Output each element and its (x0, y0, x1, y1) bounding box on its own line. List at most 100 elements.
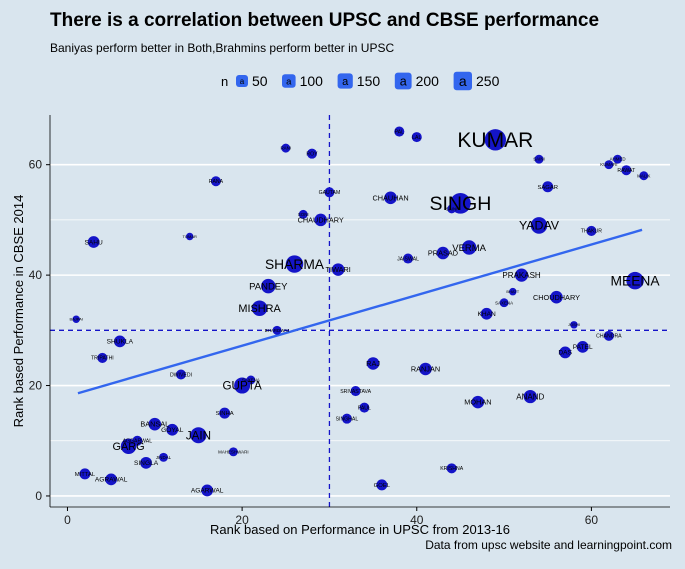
data-point (384, 191, 397, 205)
data-point (366, 357, 380, 370)
data-point-label: YADAV (519, 219, 560, 233)
data-point-label: MOHAN (464, 398, 491, 407)
data-point (201, 484, 214, 497)
data-point (394, 126, 405, 137)
data-point (621, 165, 632, 176)
data-point (542, 181, 554, 193)
data-point (586, 225, 597, 236)
data-point (509, 287, 517, 296)
data-point (87, 236, 100, 248)
data-point-label: SAXENA (495, 300, 513, 305)
chart-title: There is a correlation between UPSC and … (50, 10, 600, 31)
data-point (350, 386, 361, 397)
data-point-label: SHARMA (265, 257, 325, 272)
y-axis-title: Rank based Performance in CBSE 2014 (11, 195, 26, 428)
data-point (603, 330, 614, 341)
data-point-label: AGRAWAL (95, 477, 128, 484)
data-point (403, 253, 414, 264)
data-point-label: DAS (558, 350, 572, 357)
data-point-label: MALIK (637, 173, 650, 178)
legend-key (337, 73, 353, 89)
data-point (613, 154, 623, 164)
data-point-label: PRAKASH (502, 271, 541, 280)
data-point (461, 240, 477, 255)
data-point-label: CHAUDHARY (298, 215, 344, 224)
data-point (436, 246, 450, 260)
data-point-label: SAHU (84, 239, 103, 246)
data-point (79, 468, 91, 480)
data-point-label: GOYAL (161, 427, 184, 434)
data-point-label: AGGARWAL (123, 439, 153, 445)
legend-key-glyph: a (400, 74, 407, 88)
legend-key-glyph: a (342, 76, 349, 88)
chart-subtitle: Baniyas perform better in Both,Brahmins … (50, 41, 395, 55)
data-point (639, 171, 649, 181)
legend-entry-label: 150 (357, 73, 381, 89)
data-point (341, 413, 352, 424)
data-point-label: KHAN (477, 311, 496, 318)
data-point-label: MITTAL (75, 472, 96, 478)
data-point-label: SONI (298, 212, 309, 217)
data-point (219, 407, 231, 419)
data-point (210, 176, 221, 187)
data-point (626, 271, 644, 290)
data-point (534, 154, 544, 164)
data-point (175, 369, 186, 380)
chart-caption: Data from upsc website and learningpoint… (425, 538, 672, 552)
legend-title: n (221, 74, 229, 89)
data-point (376, 479, 388, 491)
data-point-label: BANSAL (140, 420, 169, 429)
y-tick-label: 60 (29, 158, 43, 172)
reference-lines (50, 115, 670, 507)
point-labels: KUMAR SINGH YADAV MEENA SHARMA GUPTA JAIN GARG M… (69, 129, 660, 495)
data-point-label: SAGAR (537, 185, 558, 191)
data-point-label: RANJAN (411, 365, 440, 374)
x-tick-label: 20 (235, 513, 249, 527)
data-point (570, 321, 578, 329)
data-point-label: JAISWAL (397, 256, 419, 262)
legend-key (453, 71, 472, 91)
data-point (132, 435, 143, 446)
data-point-label: GUPTA (223, 380, 262, 393)
data-point-label: SINGH (429, 193, 491, 215)
data-point (604, 160, 614, 170)
data-point-label: TIWARI (326, 265, 351, 274)
data-point (120, 438, 137, 455)
data-point-label: JOSHI (568, 322, 580, 327)
data-point-label: MAHESHWARI (218, 449, 248, 454)
data-point-label: CHOUDHARY (533, 293, 580, 302)
trend-line (77, 228, 643, 395)
data-point-label: SRIVASTAVA (340, 389, 371, 395)
x-tick-label: 0 (64, 513, 71, 527)
data-point-label: PAUL (358, 405, 371, 411)
axes: 0 20 40 60 0 20 40 60 Rank based on Performance … (11, 115, 670, 537)
data-point (499, 298, 509, 308)
legend-key (236, 75, 248, 87)
data-point (166, 423, 179, 436)
legend-entry-label: 50 (252, 73, 268, 89)
data-point-label: THAKUR (581, 229, 602, 235)
data-point (228, 447, 238, 457)
data-point (314, 213, 327, 227)
data-point (447, 204, 457, 214)
data-point-label: LAL (412, 135, 421, 141)
data-point (514, 268, 529, 282)
size-legend: a 50 a 100 a 150 a 200 a 250 (236, 71, 500, 91)
data-point-label: AHMED (610, 157, 626, 162)
data-point (411, 132, 422, 143)
data-point (72, 315, 80, 324)
data-point-label: KUMAR (457, 129, 533, 152)
data-point (480, 307, 493, 320)
data-point (306, 148, 317, 159)
data-point (281, 143, 291, 153)
data-point (251, 300, 268, 317)
data-point-label: MEENA (611, 273, 661, 288)
data-point-label: RANI (280, 146, 291, 151)
data-point-label: PATEL (573, 344, 593, 351)
data-point-label: GARG (113, 441, 145, 453)
data-point-label: ROY (306, 151, 318, 157)
trend-line-segment (77, 228, 643, 395)
data-point (359, 402, 370, 413)
data-point (484, 129, 507, 151)
